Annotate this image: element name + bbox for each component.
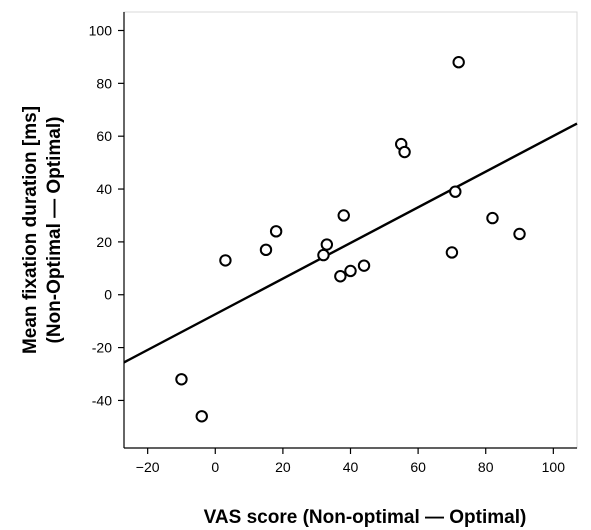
x-axis-title: VAS score (Non-optimal — Optimal) <box>204 507 527 528</box>
fit-line-group <box>123 122 578 364</box>
data-point <box>445 246 459 259</box>
plot-frame <box>123 11 578 449</box>
data-point <box>452 56 465 69</box>
data-point <box>334 270 347 283</box>
y-axis-title: Mean fixation duration [ms] (Non-Optimal … <box>20 106 65 354</box>
data-point <box>337 209 350 222</box>
data-point <box>175 373 188 386</box>
y-tick-label: 80 <box>96 75 112 91</box>
data-point <box>513 227 526 241</box>
x-tick-label: 100 <box>542 459 566 475</box>
x-tick-label: 80 <box>478 459 494 475</box>
x-tick-label: 20 <box>275 459 291 475</box>
labels-group: VAS score (Non-optimal — Optimal) Mean fi… <box>20 106 526 528</box>
y-axis-title-line-2: (Non-Optimal — Optimal) <box>44 117 65 344</box>
data-point <box>317 248 330 262</box>
data-point <box>195 410 208 423</box>
data-point <box>398 145 411 159</box>
data-point <box>344 264 357 278</box>
regression-line <box>123 122 578 364</box>
x-tick-label: 40 <box>343 459 359 475</box>
x-tick-label: 60 <box>410 459 426 475</box>
axes: -40 -20 0 20 40 60 80 100 −20 0 20 40 60 80 100 <box>89 11 578 475</box>
y-tick-label: 20 <box>96 234 112 250</box>
y-tick-label: 100 <box>89 22 113 38</box>
data-point <box>320 238 334 251</box>
y-tick-label: -40 <box>92 392 112 408</box>
y-tick-label: 0 <box>104 287 112 303</box>
data-point <box>269 225 283 238</box>
data-point <box>259 243 273 257</box>
data-point <box>486 211 499 225</box>
x-tick-label: 0 <box>211 459 219 475</box>
y-tick-label: 60 <box>96 128 112 144</box>
y-axis-title-line-1: Mean fixation duration [ms] <box>20 106 41 354</box>
x-tick-label: −20 <box>136 459 160 475</box>
data-point <box>219 254 232 267</box>
data-point <box>357 259 371 272</box>
data-point <box>449 185 462 198</box>
y-tick-label: -20 <box>92 340 112 356</box>
y-tick-label: 40 <box>96 181 112 197</box>
points-group <box>175 56 526 423</box>
